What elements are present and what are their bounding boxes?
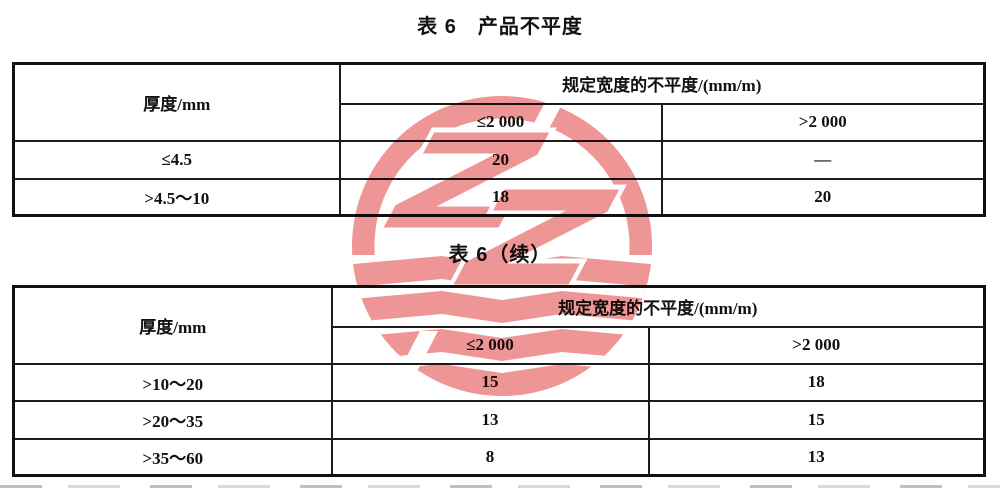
thickness-value: >35～60 xyxy=(12,437,333,477)
table-row: >4.5～10 18 20 xyxy=(12,177,986,217)
flatness-le2000-value: 15 xyxy=(330,362,650,402)
table1-title: 表 6 产品不平度 xyxy=(417,16,583,38)
thickness-header: 厚度/mm xyxy=(12,285,333,365)
flatness-span-header: 规定宽度的不平度/(mm/m) xyxy=(338,62,986,105)
thickness-value: >20～35 xyxy=(12,399,333,440)
flatness-table-2: 厚度/mm 规定宽度的不平度/(mm/m) ≤2 000 >2 000 >10～… xyxy=(12,285,987,477)
flatness-gt2000-value: 13 xyxy=(647,437,986,477)
table-row: >35～60 8 13 xyxy=(12,437,986,477)
table-row: >10～20 15 18 xyxy=(12,362,986,402)
flatness-le2000-value: 8 xyxy=(330,437,650,477)
flatness-gt2000-value: — xyxy=(660,139,986,180)
width-gt-2000-header: >2 000 xyxy=(660,102,986,142)
thickness-header: 厚度/mm xyxy=(12,62,341,142)
flatness-gt2000-value: 18 xyxy=(647,362,986,402)
scan-artifact-dashes xyxy=(0,485,1000,488)
table-row: ≤4.5 20 — xyxy=(12,139,986,180)
flatness-le2000-value: 18 xyxy=(338,177,663,217)
table-row: >20～35 13 15 xyxy=(12,399,986,440)
flatness-le2000-value: 13 xyxy=(330,399,650,440)
table2-title: 表 6（续） xyxy=(448,244,552,266)
thickness-value: >4.5～10 xyxy=(12,177,341,217)
width-le-2000-header: ≤2 000 xyxy=(330,325,650,365)
thickness-value: ≤4.5 xyxy=(12,139,341,180)
flatness-span-header: 规定宽度的不平度/(mm/m) xyxy=(330,285,986,328)
flatness-gt2000-value: 20 xyxy=(660,177,986,217)
flatness-table-1: 厚度/mm 规定宽度的不平度/(mm/m) ≤2 000 >2 000 ≤4.5… xyxy=(12,62,987,217)
flatness-le2000-value: 20 xyxy=(338,139,663,180)
flatness-gt2000-value: 15 xyxy=(647,399,986,440)
width-gt-2000-header: >2 000 xyxy=(647,325,986,365)
width-le-2000-header: ≤2 000 xyxy=(338,102,663,142)
thickness-value: >10～20 xyxy=(12,362,333,402)
